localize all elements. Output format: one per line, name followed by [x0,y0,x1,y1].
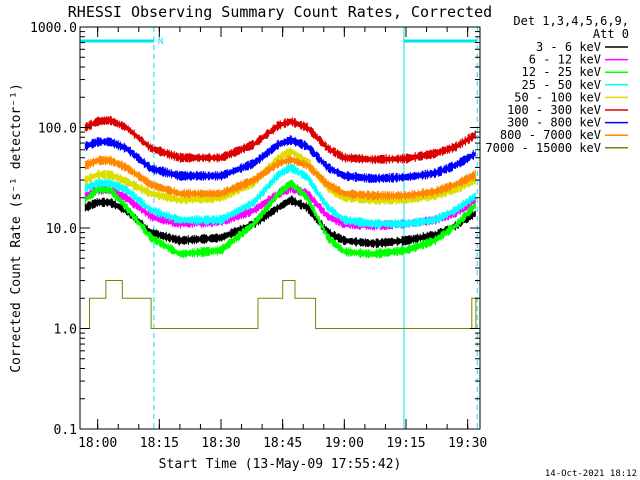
legend-label: 100 - 300 keV [507,103,601,117]
x-tick-label: 19:00 [325,436,364,451]
y-axis: 1000.0 100.0 10.0 1.0 0.1 [30,21,480,438]
y-tick-label: 100.0 [38,122,77,137]
series-line [84,195,476,249]
legend-header-line-1: Det 1,3,4,5,6,9, [513,14,629,28]
series-line [84,179,476,259]
legend-label: 6 - 12 keV [529,53,601,67]
generated-timestamp: 14-Oct-2021 18:12 [545,469,637,479]
legend-label: 25 - 50 keV [522,78,601,92]
y-tick-label: 10.0 [46,222,77,237]
series-line [84,135,476,184]
x-tick-label: 18:30 [201,436,240,451]
x-tick-label: 18:45 [263,436,302,451]
x-tick-label: 18:15 [140,436,179,451]
flag-label: N [158,37,163,47]
legend-label: 7000 - 15000 keV [485,141,601,155]
legend-label: 800 - 7000 keV [500,128,601,142]
legend-label: 300 - 800 keV [507,116,601,130]
x-tick-label: 19:30 [448,436,487,451]
legend-label: 3 - 6 keV [536,40,601,54]
x-tick-label: 18:00 [78,436,117,451]
series-line [84,154,476,201]
chart-title: RHESSI Observing Summary Count Rates, Co… [68,3,492,21]
series-line [84,163,476,229]
y-tick-label: 0.1 [54,423,77,438]
legend-header-line-2: Att 0 [593,27,629,41]
plot-frame [79,26,481,430]
series-line [84,115,476,165]
series-line [84,147,476,205]
legend-label: 12 - 25 keV [522,65,601,79]
plot-area: N [79,27,478,429]
x-axis-label: Start Time (13-May-09 17:55:42) [159,457,402,472]
series-line [85,280,477,329]
y-axis-label: Corrected Count Rate (s⁻¹ detector⁻¹) [9,83,24,373]
y-tick-label: 1000.0 [30,21,77,36]
legend-label: 50 - 100 keV [514,90,601,104]
x-tick-label: 19:15 [386,436,425,451]
y-tick-label: 1.0 [54,323,77,338]
x-axis: 18:00 18:15 18:30 18:45 19:00 19:15 19:30 [78,27,487,451]
